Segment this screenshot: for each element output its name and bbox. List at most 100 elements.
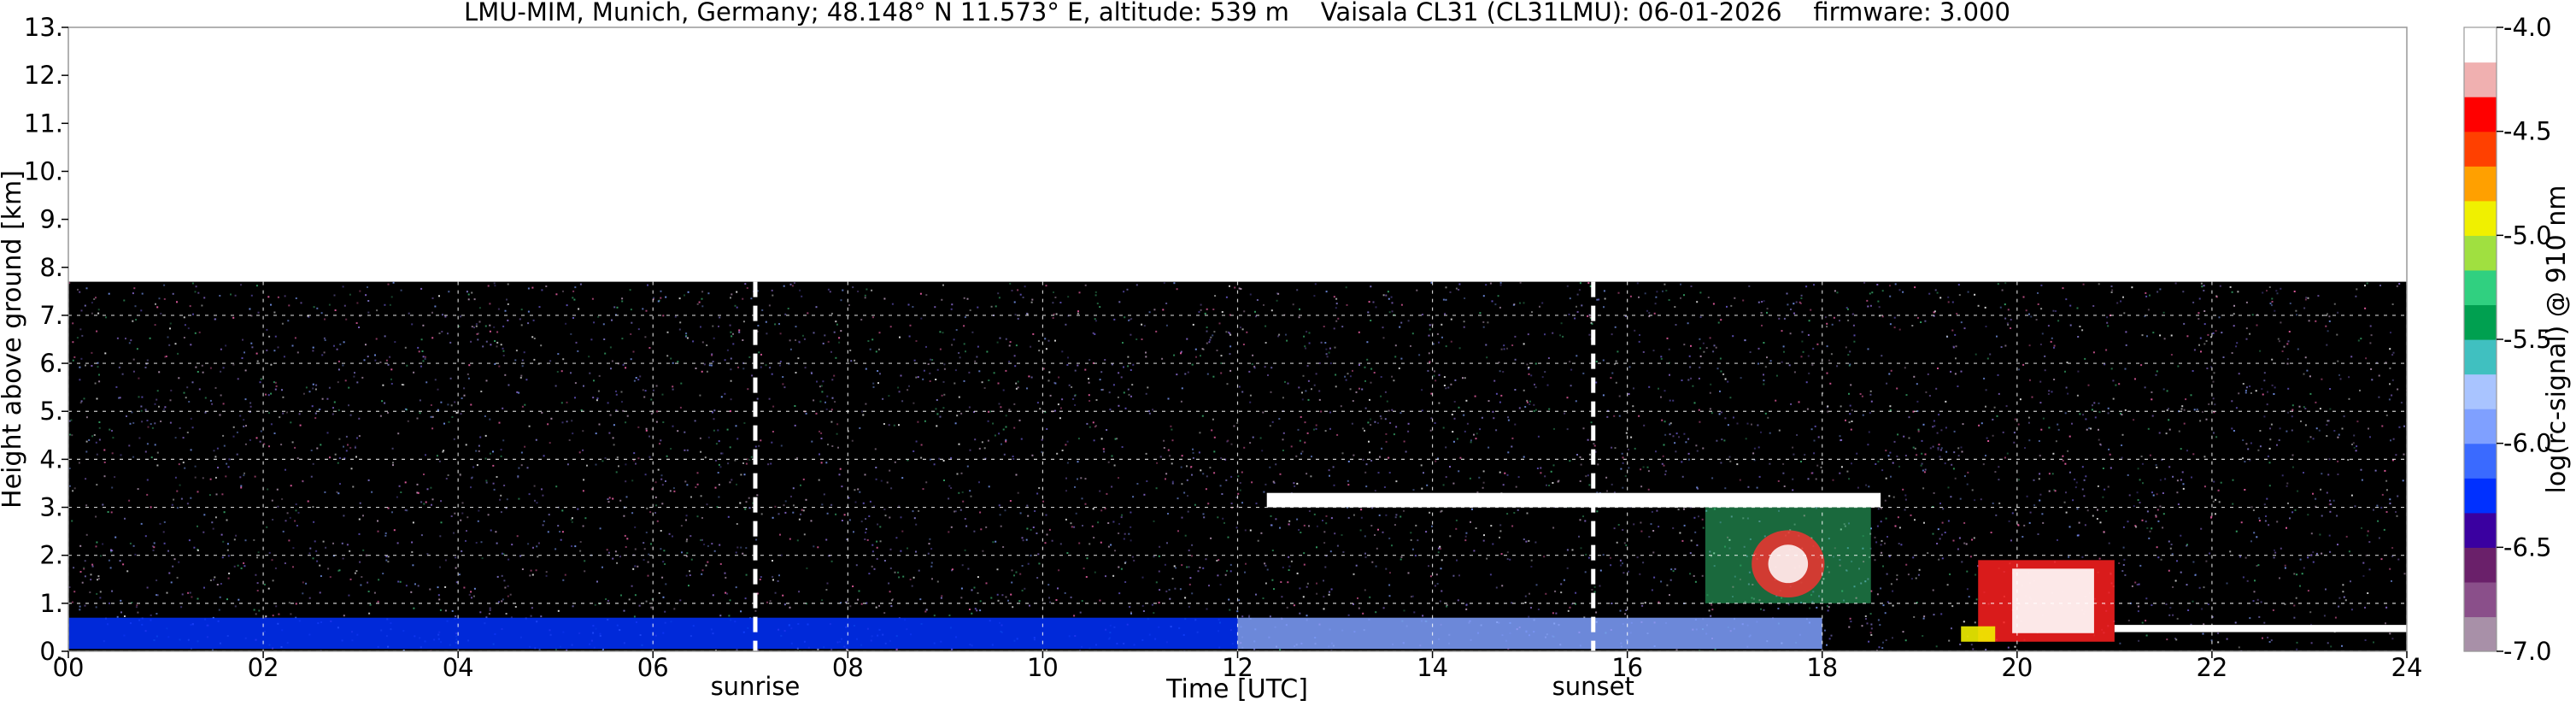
noise-pixel bbox=[1589, 316, 1592, 319]
noise-pixel bbox=[1421, 487, 1423, 490]
noise-pixel bbox=[948, 531, 950, 533]
noise-pixel bbox=[1757, 362, 1759, 365]
noise-pixel bbox=[1169, 597, 1171, 600]
noise-pixel bbox=[437, 409, 439, 411]
noise-pixel bbox=[1019, 573, 1022, 575]
noise-pixel bbox=[1998, 466, 2000, 468]
noise-pixel bbox=[1024, 285, 1026, 288]
noise-pixel bbox=[1917, 574, 1920, 576]
noise-pixel bbox=[1963, 542, 1966, 544]
noise-pixel bbox=[1760, 312, 1763, 314]
noise-pixel bbox=[387, 561, 390, 563]
noise-pixel bbox=[1764, 366, 1767, 368]
noise-pixel bbox=[1587, 438, 1589, 441]
noise-pixel bbox=[1042, 500, 1044, 503]
noise-pixel bbox=[954, 382, 956, 385]
noise-pixel bbox=[1466, 422, 1469, 425]
noise-pixel bbox=[838, 337, 841, 339]
noise-pixel bbox=[449, 341, 452, 344]
noise-pixel bbox=[134, 305, 137, 308]
noise-pixel bbox=[1052, 302, 1054, 304]
noise-pixel bbox=[1308, 342, 1311, 344]
noise-pixel bbox=[1365, 485, 1368, 488]
noise-pixel bbox=[1971, 538, 1974, 541]
noise-pixel bbox=[128, 444, 131, 447]
noise-pixel bbox=[244, 539, 247, 542]
noise-pixel bbox=[2176, 617, 2179, 620]
noise-pixel bbox=[1315, 427, 1317, 430]
noise-pixel bbox=[2182, 487, 2185, 490]
noise-pixel bbox=[811, 440, 813, 443]
noise-pixel bbox=[1566, 397, 1569, 399]
noise-pixel bbox=[1864, 615, 1867, 617]
noise-pixel bbox=[2215, 296, 2218, 298]
noise-pixel bbox=[285, 520, 287, 522]
noise-pixel bbox=[1851, 409, 1853, 411]
noise-pixel bbox=[1727, 380, 1729, 383]
noise-pixel bbox=[1564, 412, 1566, 415]
noise-pixel bbox=[1953, 430, 1956, 432]
noise-pixel bbox=[1782, 345, 1785, 348]
noise-pixel bbox=[889, 591, 891, 593]
noise-pixel bbox=[1265, 342, 1267, 344]
noise-pixel bbox=[297, 511, 300, 514]
noise-pixel bbox=[2315, 427, 2318, 430]
noise-pixel bbox=[1937, 528, 1939, 531]
noise-pixel bbox=[312, 346, 314, 349]
noise-pixel bbox=[197, 549, 199, 551]
noise-pixel bbox=[1810, 428, 1813, 431]
noise-pixel bbox=[798, 340, 801, 343]
noise-pixel bbox=[1527, 333, 1529, 336]
noise-pixel bbox=[1476, 491, 1479, 493]
noise-pixel bbox=[129, 542, 132, 544]
noise-pixel bbox=[1613, 415, 1616, 417]
noise-pixel bbox=[1270, 391, 1272, 393]
noise-pixel bbox=[584, 517, 587, 520]
noise-pixel bbox=[1212, 375, 1215, 378]
noise-pixel bbox=[329, 576, 332, 579]
noise-pixel bbox=[706, 370, 708, 373]
noise-pixel bbox=[593, 321, 596, 324]
noise-pixel bbox=[1111, 485, 1113, 488]
noise-pixel bbox=[1002, 546, 1005, 548]
noise-pixel bbox=[2039, 493, 2042, 496]
noise-pixel bbox=[1135, 338, 1138, 340]
noise-pixel bbox=[1296, 289, 1299, 291]
noise-pixel bbox=[1887, 601, 1889, 603]
noise-pixel bbox=[2366, 282, 2368, 285]
noise-pixel bbox=[76, 337, 79, 339]
noise-pixel bbox=[570, 372, 572, 374]
noise-pixel bbox=[1324, 566, 1327, 568]
noise-pixel bbox=[701, 370, 703, 373]
noise-pixel bbox=[1578, 535, 1580, 538]
noise-pixel bbox=[2198, 344, 2200, 346]
noise-pixel bbox=[1436, 583, 1439, 585]
noise-pixel bbox=[1760, 608, 1762, 610]
noise-pixel bbox=[1346, 303, 1348, 306]
noise-pixel bbox=[892, 598, 894, 601]
noise-pixel bbox=[813, 545, 815, 548]
noise-pixel bbox=[876, 540, 878, 543]
noise-pixel bbox=[1933, 311, 1935, 314]
noise-pixel bbox=[1869, 632, 1872, 634]
noise-pixel bbox=[939, 348, 942, 350]
noise-pixel bbox=[458, 574, 461, 576]
noise-pixel bbox=[2365, 357, 2368, 360]
noise-pixel bbox=[345, 450, 348, 452]
noise-pixel bbox=[1914, 447, 1916, 450]
noise-pixel bbox=[680, 525, 683, 527]
noise-pixel bbox=[1610, 556, 1611, 559]
noise-pixel bbox=[2373, 641, 2374, 644]
noise-pixel bbox=[571, 420, 573, 422]
noise-pixel bbox=[2139, 502, 2141, 503]
noise-pixel bbox=[272, 519, 274, 521]
noise-pixel bbox=[1533, 403, 1535, 406]
noise-pixel bbox=[1506, 558, 1509, 560]
noise-pixel bbox=[501, 552, 503, 555]
noise-pixel bbox=[1493, 379, 1496, 382]
noise-pixel bbox=[2155, 515, 2157, 518]
noise-pixel bbox=[126, 570, 129, 573]
noise-pixel bbox=[194, 332, 197, 334]
noise-pixel bbox=[2281, 350, 2284, 352]
noise-pixel bbox=[1653, 312, 1656, 315]
